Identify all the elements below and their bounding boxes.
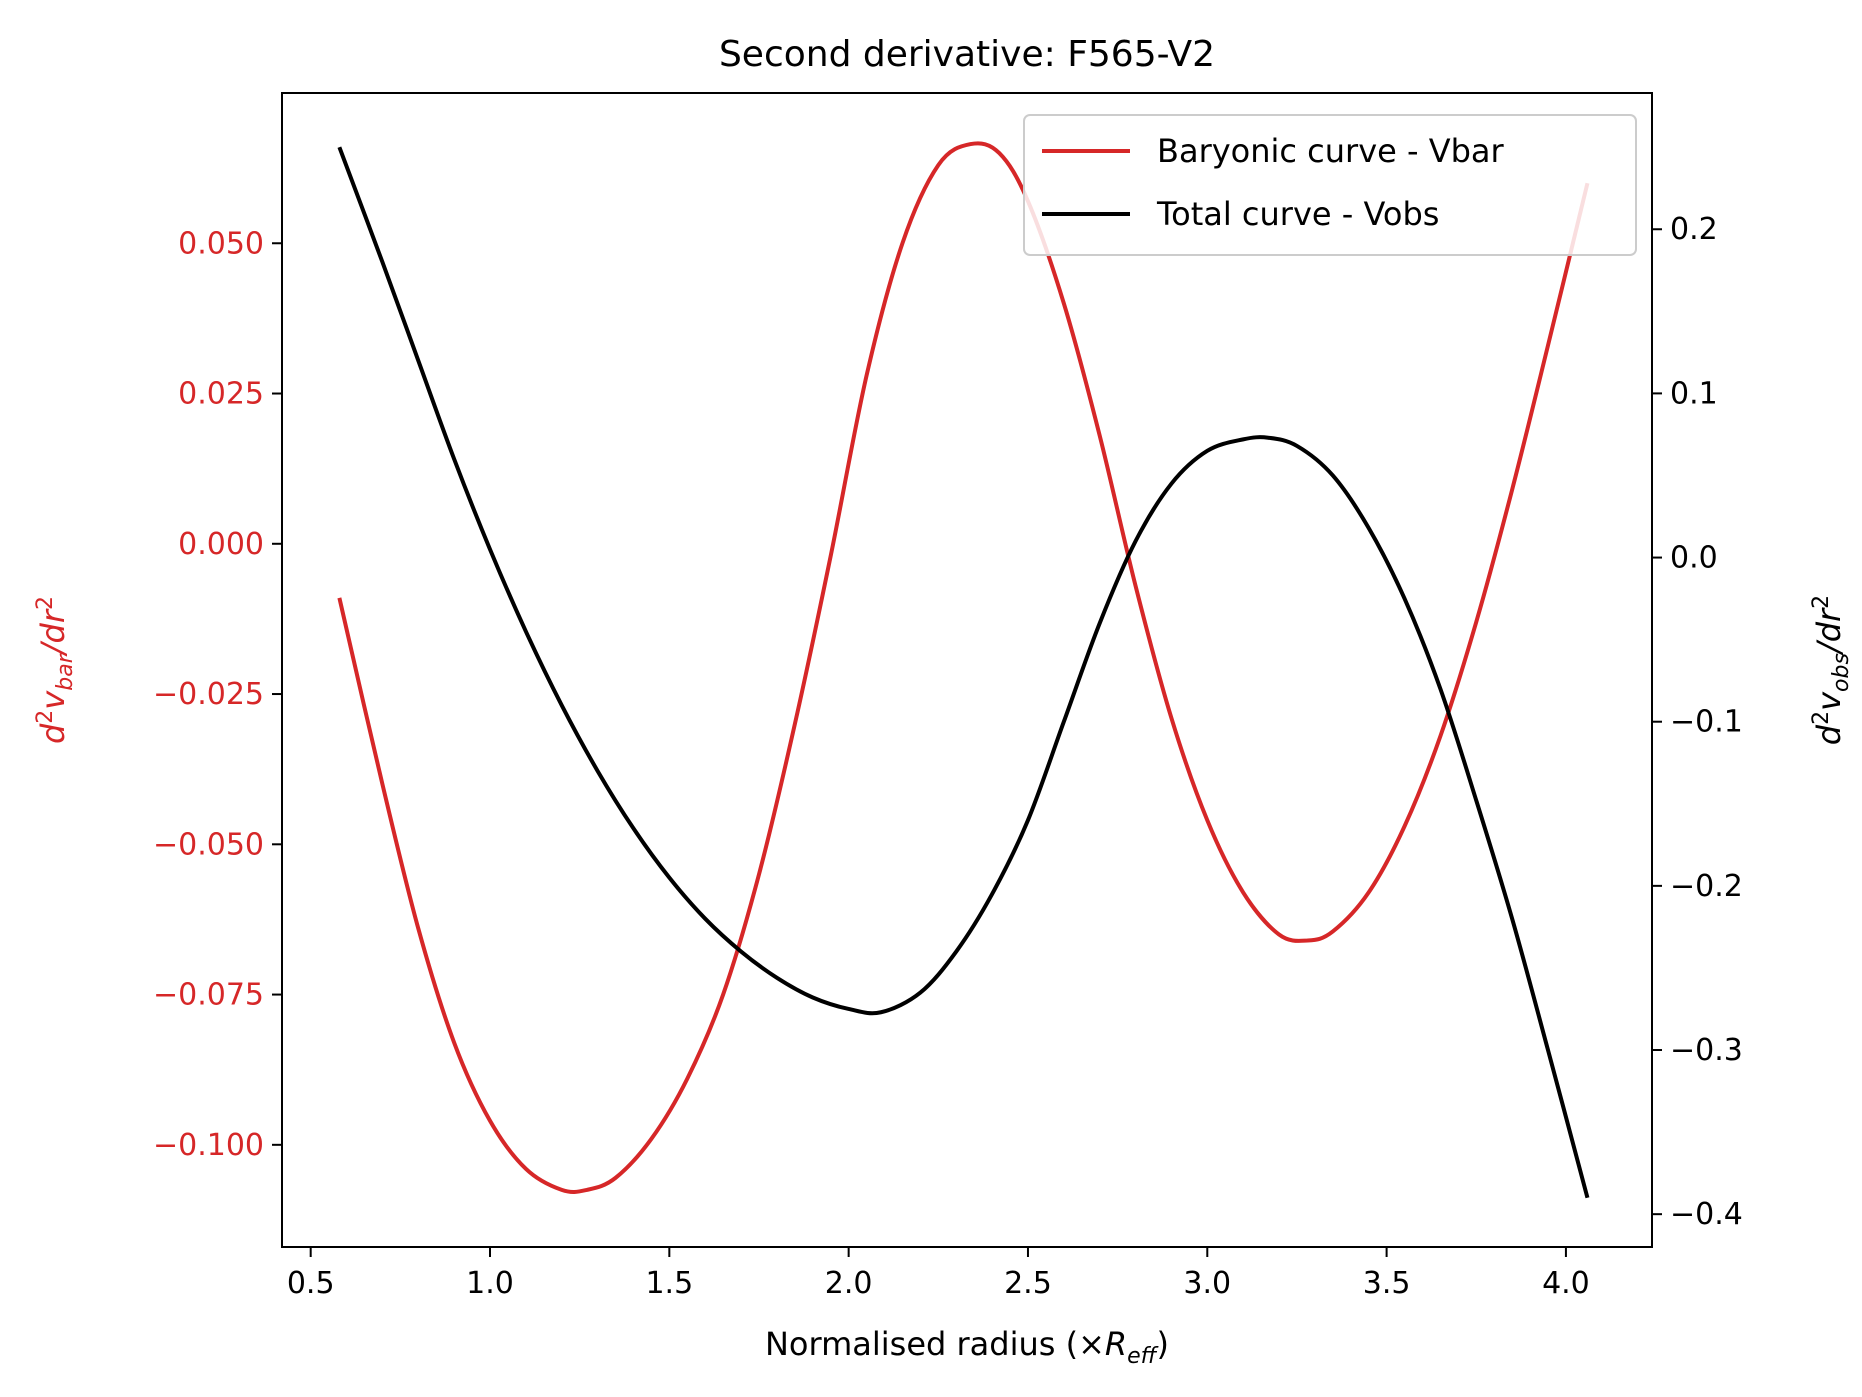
right-y-label-mid: /dr [1810,607,1848,656]
x-tick-label: 3.0 [1183,1266,1231,1301]
right-y-axis-label: d2vobs/dr2 [1809,595,1854,745]
x-tick-label: 3.5 [1363,1266,1411,1301]
left-y-tick-label: 0.025 [178,377,264,412]
right-y-tick-label: −0.2 [1670,869,1743,904]
right-y-label-var: v [1810,691,1848,711]
left-y-tick-label: 0.050 [178,226,264,261]
left-y-tick-label: −0.025 [153,677,264,712]
x-axis-label-close: ) [1157,1325,1169,1363]
legend-box [1023,114,1637,256]
left-y-axis-ticks: 0.050 0.025 0.000 −0.025 −0.050 −0.075 −0.100 [153,226,282,1163]
left-y-tick-label: −0.050 [153,827,264,862]
right-y-label-sup1: 2 [1809,711,1834,725]
plot-area-frame [281,92,1653,1248]
x-tick-label: 1.0 [466,1266,514,1301]
right-y-tick-label: −0.1 [1670,705,1743,740]
series-line-total [337,146,1590,1199]
right-y-tick-label: 0.1 [1670,376,1718,411]
x-tick-label: 4.0 [1542,1266,1590,1301]
right-y-label-pre: d [1810,724,1848,745]
legend-label-baryonic: Baryonic curve - Vbar [1157,132,1505,170]
left-y-tick-label: −0.100 [153,1128,264,1163]
x-axis-label: Normalised radius (×Reff) [765,1325,1169,1369]
left-y-label-var: v [34,690,72,710]
left-y-tick-label: 0.000 [178,527,264,562]
left-y-label-mid: /dr [34,608,72,657]
left-y-label-sub: bar [53,652,78,690]
left-y-label-sup1: 2 [33,710,58,724]
left-y-axis-label: d2vbar/dr2 [33,596,78,744]
right-y-tick-label: −0.4 [1670,1197,1743,1232]
x-axis-label-sub: eff [1127,1344,1159,1369]
chart-title: Second derivative: F565-V2 [719,34,1215,75]
series-line-baryonic [337,141,1590,1194]
right-y-label-sup2: 2 [1809,595,1834,609]
series-layer [337,141,1590,1199]
x-axis-label-base: Normalised radius (× [765,1325,1105,1363]
legend: Baryonic curve - Vbar Total curve - Vobs [1023,114,1637,256]
left-y-tick-label: −0.075 [153,978,264,1013]
legend-label-total: Total curve - Vobs [1156,195,1439,233]
x-tick-label: 2.0 [825,1266,873,1301]
x-axis-label-var: R [1105,1325,1127,1363]
right-y-axis-ticks: 0.2 0.1 0.0 −0.1 −0.2 −0.3 −0.4 [1652,212,1743,1232]
right-y-label-sub: obs [1829,653,1854,692]
x-tick-label: 0.5 [287,1266,335,1301]
x-axis-ticks: 0.5 1.0 1.5 2.0 2.5 3.0 3.5 4.0 [287,1247,1590,1301]
x-tick-label: 2.5 [1004,1266,1052,1301]
left-y-label-sup2: 2 [33,596,58,610]
right-y-tick-label: −0.3 [1670,1033,1743,1068]
x-tick-label: 1.5 [645,1266,693,1301]
right-y-tick-label: 0.0 [1670,541,1718,576]
left-y-label-pre: d [34,723,72,744]
right-y-tick-label: 0.2 [1670,212,1718,247]
